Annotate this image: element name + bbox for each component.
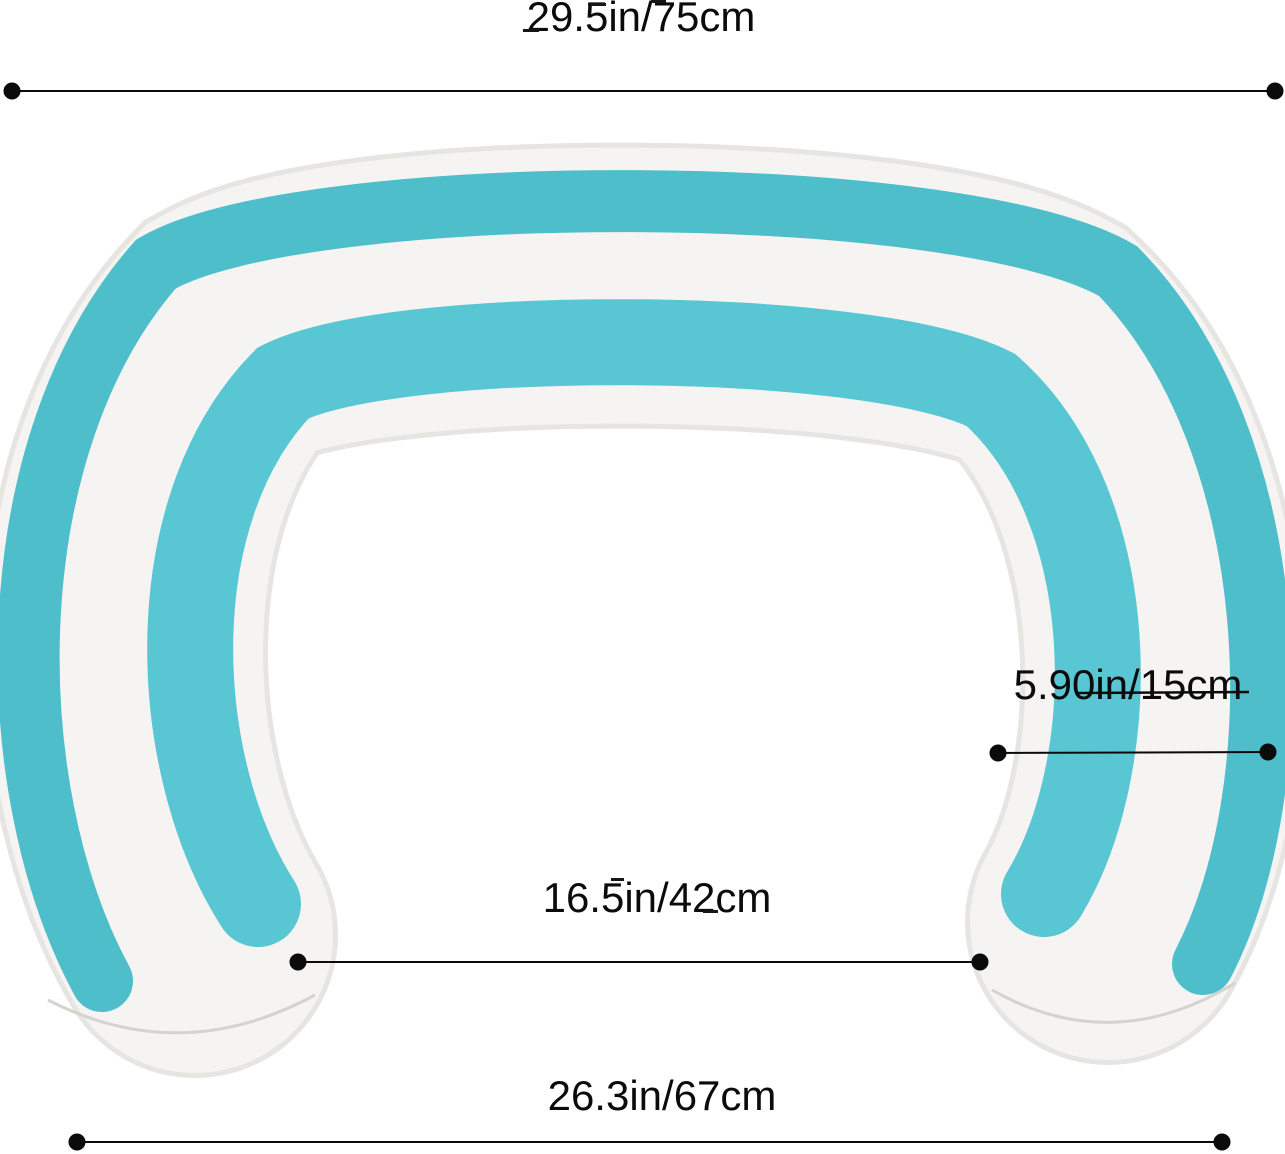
tube-body: [0, 147, 1285, 1073]
dimension-lines: [3, 82, 1284, 1151]
dim-dot-middle-left: [289, 953, 307, 971]
artifact-mark-top-2: [651, 0, 666, 3]
dim-line-right: [997, 751, 1269, 754]
leg-end-seam-right: [991, 981, 1236, 1024]
dim-inner-width: [289, 953, 989, 971]
dim-dot-top-right: [1266, 82, 1284, 100]
leg-end-seam-left: [47, 993, 316, 1035]
stripe-teal-outer: [0, 170, 1285, 1012]
dim-dot-bottom-right: [1213, 1133, 1231, 1151]
label-bottom-width: 26.3in/67cm: [547, 1072, 777, 1119]
dim-dot-right-outer: [1259, 743, 1277, 761]
artifact-mark-middle-2: [703, 910, 718, 913]
dim-dot-middle-right: [971, 953, 989, 971]
dim-bottom-width: [68, 1133, 1231, 1151]
label-top-width: 29.5in/75cm: [526, 0, 756, 40]
dim-dot-right-inner: [989, 744, 1007, 762]
dim-tube-thickness: [989, 690, 1277, 762]
label-inner-width: 16.5in/42cm: [542, 874, 772, 921]
dim-top-width: [3, 82, 1284, 100]
stripe-teal-inner: [147, 299, 1141, 947]
artifact-mark-top-3: [523, 29, 539, 32]
dim-strike-right-label: [1077, 690, 1250, 695]
dim-dot-bottom-left: [68, 1133, 86, 1151]
pool-float-tube: [0, 142, 1285, 1078]
dim-dot-top-left: [3, 82, 21, 100]
label-tube-thickness: 5.90in/15cm: [1013, 661, 1243, 708]
artifact-mark-top-1: [588, 3, 606, 6]
artifact-mark-middle-1: [611, 878, 624, 881]
